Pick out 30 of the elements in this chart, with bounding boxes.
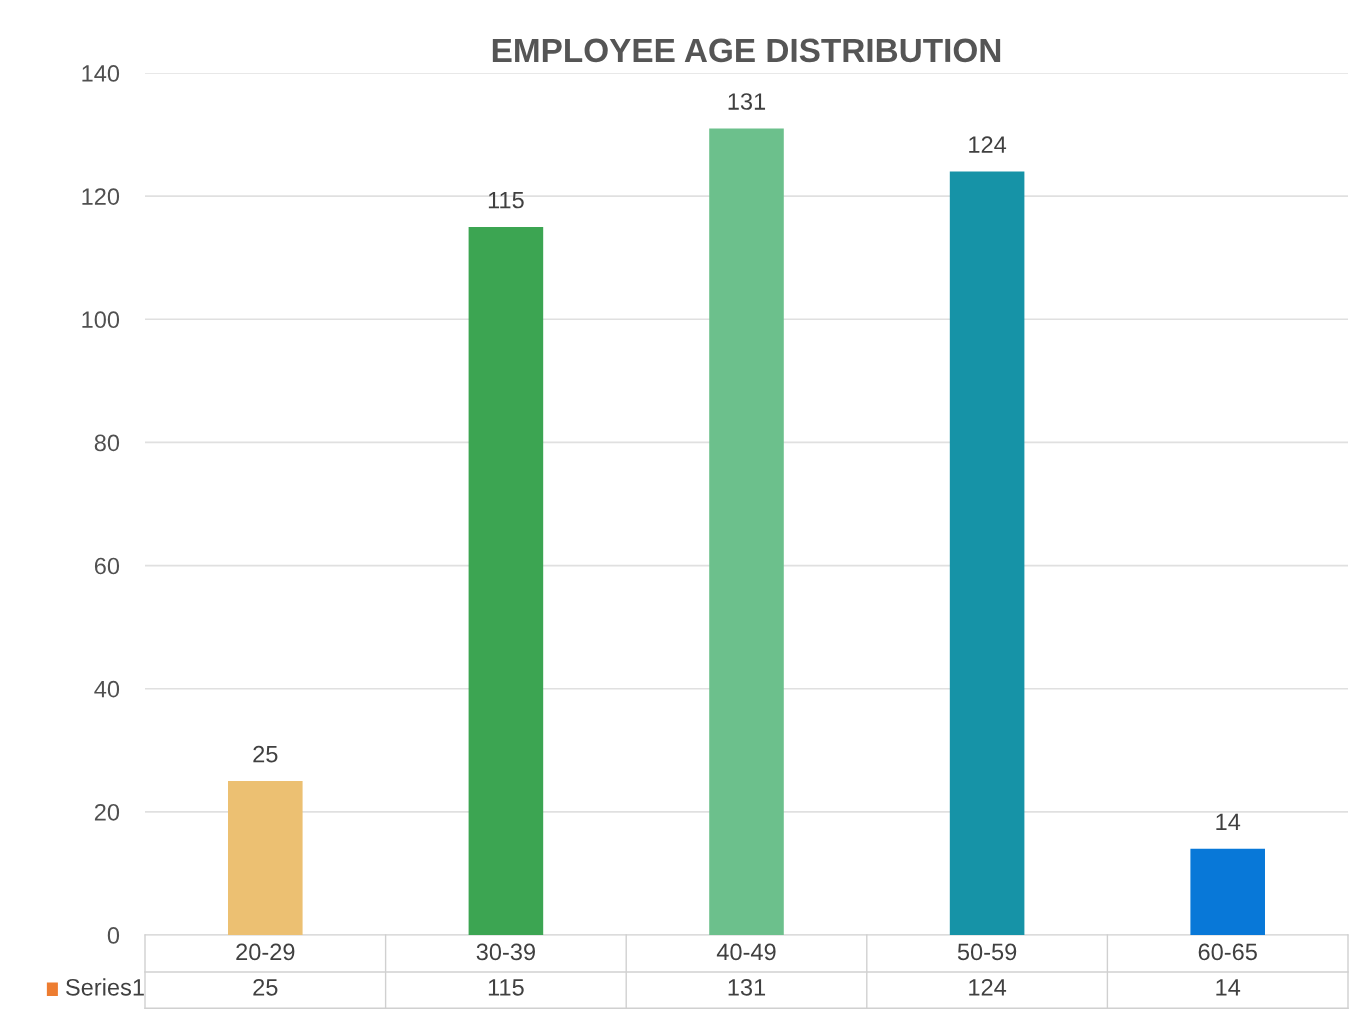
x-tick-label: 20-29 [236, 943, 295, 961]
data-label: 131 [728, 93, 766, 110]
y-tick-label: 40 [94, 680, 120, 698]
y-tick-label: 120 [82, 188, 120, 205]
data-label: 124 [969, 136, 1007, 153]
bar [468, 226, 544, 935]
y-tick-label: 0 [107, 927, 120, 944]
text: 131 [728, 978, 766, 996]
data-label: 14 [1216, 813, 1241, 831]
bar [709, 128, 784, 935]
x-tick-label: 40-49 [716, 943, 776, 961]
text: 25 [253, 978, 278, 996]
y-tick-label: 60 [94, 557, 120, 575]
text: Series1 [66, 978, 144, 996]
y-tick-label: 140 [82, 65, 120, 82]
y-tick-label: 20 [94, 803, 120, 821]
bar [1190, 848, 1265, 935]
bar [228, 781, 303, 935]
x-tick-label: 50-59 [957, 943, 1017, 961]
y-tick-label: 100 [82, 311, 120, 329]
data-label: 25 [253, 745, 278, 763]
y-tick-label: 80 [94, 434, 120, 452]
chart-title: EMPLOYEE AGE DISTRIBUTION [492, 38, 1001, 63]
text: 14 [1216, 979, 1241, 996]
data-label: 115 [488, 191, 524, 209]
x-tick-label: 30-39 [476, 943, 535, 961]
bar [949, 171, 1025, 935]
x-tick-label: 60-65 [1198, 943, 1257, 961]
text: 124 [969, 978, 1007, 996]
text: 115 [488, 979, 524, 996]
